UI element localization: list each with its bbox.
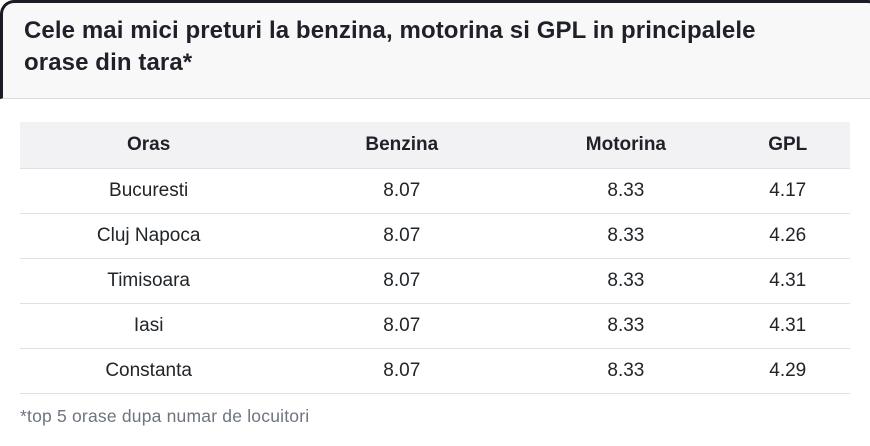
cell-motorina: 8.33 (526, 168, 726, 214)
cell-motorina: 8.33 (526, 348, 726, 394)
cell-benzina: 8.07 (277, 303, 527, 349)
header-row: Oras Benzina Motorina GPL (20, 122, 850, 169)
cell-oras: Cluj Napoca (20, 213, 278, 259)
table-section: Oras Benzina Motorina GPL Bucuresti 8.07… (0, 99, 870, 394)
column-header-benzina: Benzina (277, 122, 527, 169)
footnote: *top 5 orase dupa numar de locuitori (20, 406, 310, 426)
cell-motorina: 8.33 (526, 303, 726, 349)
table-row: Constanta 8.07 8.33 4.29 (20, 348, 850, 394)
table-row: Iasi 8.07 8.33 4.31 (20, 303, 850, 349)
table-row: Cluj Napoca 8.07 8.33 4.26 (20, 213, 850, 259)
cell-oras: Bucuresti (20, 168, 278, 214)
cell-oras: Timisoara (20, 258, 278, 304)
column-header-gpl: GPL (725, 122, 850, 169)
cell-motorina: 8.33 (526, 258, 726, 304)
cell-benzina: 8.07 (277, 213, 527, 259)
cell-oras: Iasi (20, 303, 278, 349)
cell-gpl: 4.17 (725, 168, 850, 214)
cell-oras: Constanta (20, 348, 278, 394)
cell-benzina: 8.07 (277, 168, 527, 214)
cell-gpl: 4.31 (725, 303, 850, 349)
cell-benzina: 8.07 (277, 258, 527, 304)
column-header-motorina: Motorina (526, 122, 726, 169)
cell-gpl: 4.26 (725, 213, 850, 259)
fuel-prices-table: Oras Benzina Motorina GPL Bucuresti 8.07… (20, 122, 850, 394)
table-body: Bucuresti 8.07 8.33 4.17 Cluj Napoca 8.0… (20, 168, 850, 394)
cell-gpl: 4.31 (725, 258, 850, 304)
cell-motorina: 8.33 (526, 213, 726, 259)
cell-gpl: 4.29 (725, 348, 850, 394)
cell-benzina: 8.07 (277, 348, 527, 394)
table-header: Oras Benzina Motorina GPL (20, 122, 850, 169)
table-row: Bucuresti 8.07 8.33 4.17 (20, 168, 850, 214)
column-header-oras: Oras (20, 122, 278, 169)
page-title: Cele mai mici preturi la benzina, motori… (24, 17, 756, 77)
title-card: Cele mai mici preturi la benzina, motori… (0, 0, 870, 99)
table-row: Timisoara 8.07 8.33 4.31 (20, 258, 850, 304)
